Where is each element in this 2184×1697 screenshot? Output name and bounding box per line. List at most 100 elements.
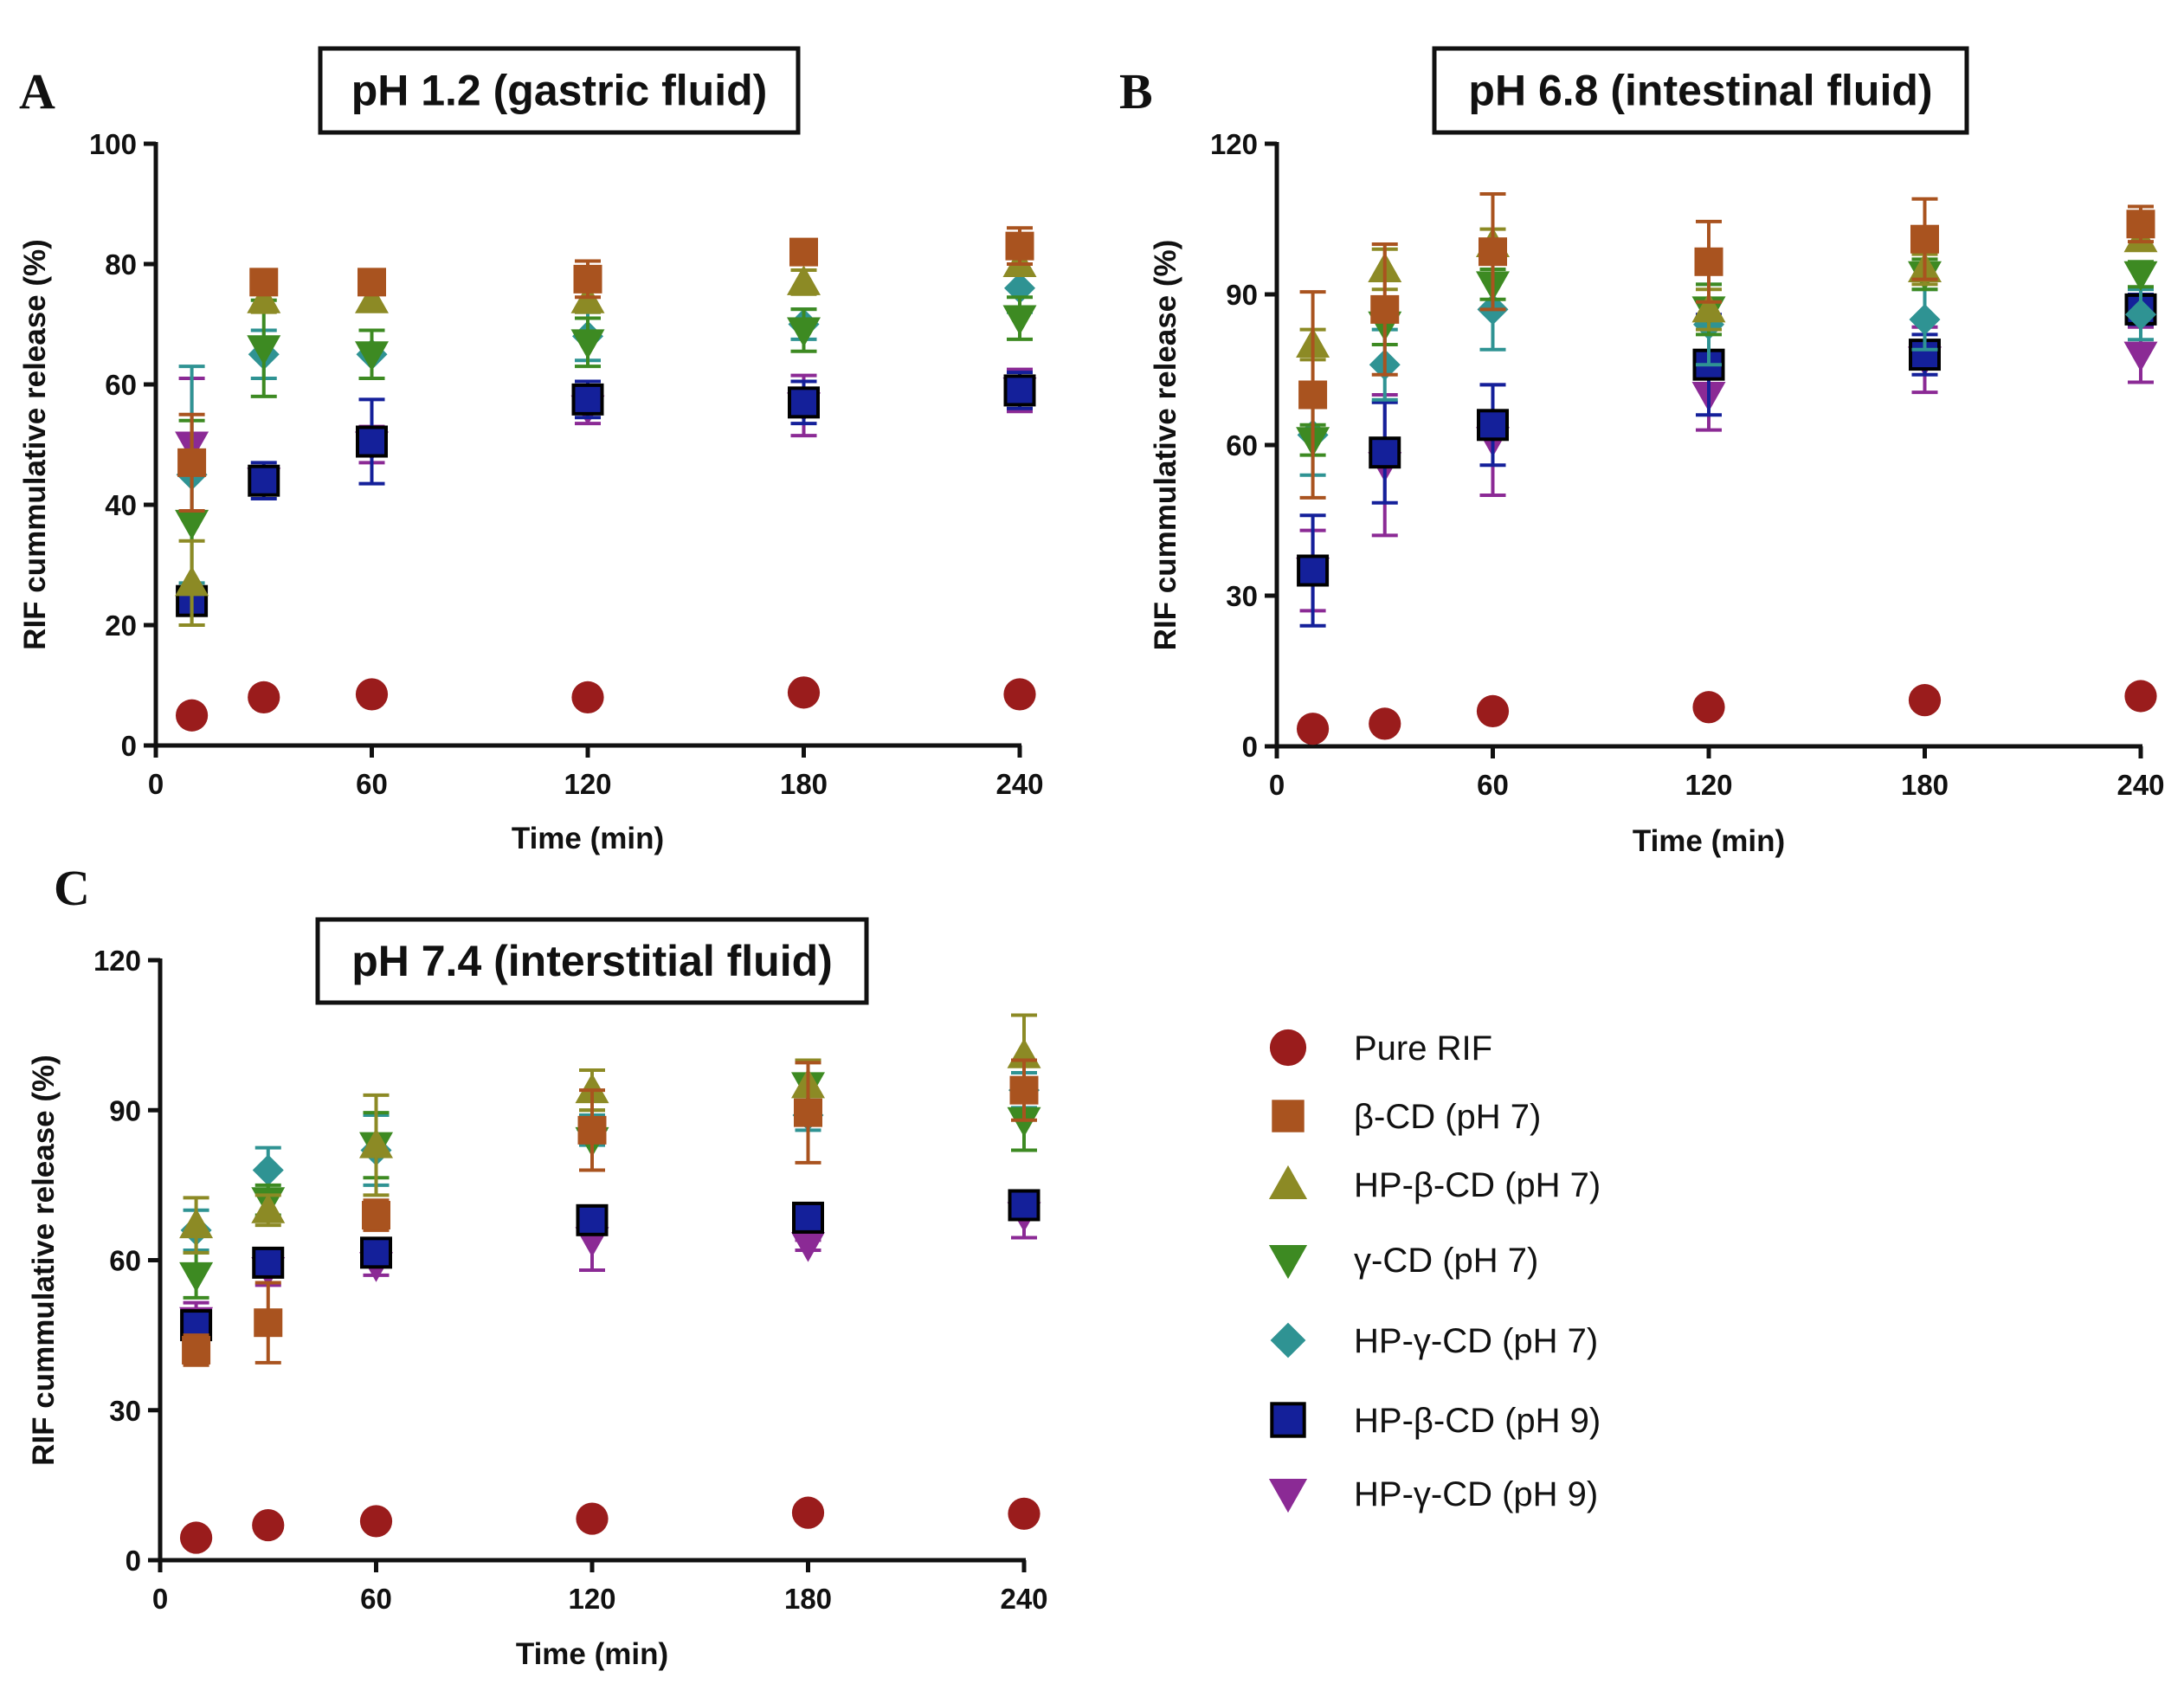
x-axis-label: Time (min) (1633, 824, 1785, 858)
legend-label: γ-CD (pH 7) (1354, 1242, 1538, 1280)
data-point (2123, 341, 2158, 372)
data-point (247, 335, 281, 365)
chart-title: pH 7.4 (interstitial fluid) (351, 937, 833, 985)
legend-label: HP-γ-CD (pH 7) (1354, 1322, 1598, 1360)
title-box (318, 46, 801, 135)
x-tick-label: 60 (356, 768, 388, 800)
data-point (789, 237, 818, 267)
series-3 (179, 1058, 1041, 1300)
data-point (787, 265, 821, 295)
data-point (356, 425, 388, 458)
x-tick-label: 120 (564, 768, 611, 800)
series-2 (179, 1013, 1041, 1255)
panel-letter: C (54, 860, 90, 916)
chart-title: pH 6.8 (intestinal fluid) (1468, 67, 1932, 115)
legend-label: HP-β-CD (pH 9) (1354, 1402, 1601, 1440)
y-axis-label: RIF cummulative release (%) (1149, 240, 1182, 651)
y-tick-label: 30 (109, 1395, 141, 1427)
data-point (570, 329, 605, 359)
y-tick-label: 90 (1226, 279, 1258, 311)
data-point (249, 268, 279, 297)
x-tick-label: 0 (152, 1583, 168, 1615)
data-point (177, 448, 207, 477)
legend-item: β-CD (pH 7) (1272, 1098, 1541, 1136)
x-tick-label: 60 (1477, 769, 1509, 801)
x-tick-label: 120 (568, 1583, 615, 1615)
data-point (1370, 294, 1400, 324)
data-point (1297, 554, 1330, 587)
y-tick-label: 60 (1226, 429, 1258, 461)
series-1 (182, 1058, 1039, 1367)
data-point (787, 676, 821, 709)
series-3 (175, 295, 1037, 627)
data-point (251, 1193, 286, 1223)
series-1 (1298, 192, 2155, 500)
panel-letter: A (19, 63, 55, 119)
legend-item: HP-β-CD (pH 7) (1268, 1165, 1601, 1204)
data-point (362, 1201, 390, 1230)
y-tick-label: 80 (105, 248, 137, 281)
x-tick-label: 240 (2116, 769, 2164, 801)
series-2 (1296, 222, 2158, 362)
data-point (2123, 261, 2158, 292)
data-point (1369, 436, 1401, 469)
data-point (1908, 684, 1942, 717)
x-tick-label: 60 (360, 1583, 392, 1615)
series-5 (180, 1189, 1040, 1342)
data-point (1008, 1189, 1040, 1222)
data-point (1008, 1497, 1040, 1530)
series-0 (1296, 680, 2157, 745)
x-tick-label: 180 (784, 1583, 832, 1615)
legend-item: HP-γ-CD (pH 9) (1268, 1475, 1598, 1513)
x-tick-label: 120 (1685, 769, 1732, 801)
chart-panel-c: CpH 7.4 (interstitial fluid) 0 30 60 90 120 0 6… (27, 860, 1048, 1671)
data-point (575, 1073, 609, 1104)
x-tick-label: 240 (995, 768, 1043, 800)
title-box (315, 917, 869, 1005)
x-tick-label: 180 (1901, 769, 1949, 801)
data-point (358, 268, 386, 297)
y-axis-label: RIF cummulative release (%) (27, 1055, 61, 1466)
data-point (252, 1154, 284, 1186)
y-tick-label: 120 (93, 945, 141, 977)
series-1 (177, 226, 1034, 513)
x-axis-label: Time (min) (512, 822, 664, 855)
series-3 (1296, 257, 2158, 457)
y-tick-label: 0 (126, 1545, 141, 1577)
series-0 (175, 676, 1036, 732)
data-point (355, 283, 389, 313)
data-point (179, 1521, 213, 1554)
series-6 (1296, 325, 2158, 613)
x-tick-label: 0 (1269, 769, 1285, 801)
data-point (355, 678, 389, 711)
legend-label: β-CD (pH 7) (1354, 1098, 1541, 1136)
data-point (252, 1246, 285, 1279)
data-point (571, 681, 604, 714)
legend-marker-diamond (1270, 1322, 1306, 1358)
y-tick-label: 0 (1242, 731, 1258, 763)
data-point (791, 1232, 825, 1262)
data-point (1002, 305, 1037, 336)
series-4 (180, 1070, 1040, 1252)
data-point (1479, 237, 1507, 267)
legend-label: HP-γ-CD (pH 9) (1354, 1475, 1598, 1513)
series-4 (1297, 268, 2156, 477)
data-point (1296, 713, 1330, 745)
data-point (573, 264, 602, 294)
legend-label: HP-β-CD (pH 7) (1354, 1166, 1601, 1204)
data-point (1692, 691, 1725, 724)
data-point (1691, 292, 1726, 323)
data-point (252, 1508, 285, 1542)
data-point (1369, 707, 1401, 740)
legend-marker-triangle-down (1268, 1479, 1308, 1513)
chart-title: pH 1.2 (gastric fluid) (351, 67, 768, 115)
series-6 (175, 367, 1037, 513)
data-point (1476, 694, 1510, 728)
data-point (1003, 678, 1036, 711)
y-tick-label: 120 (1210, 128, 1258, 160)
data-point (794, 1098, 822, 1127)
data-point (359, 1128, 393, 1158)
